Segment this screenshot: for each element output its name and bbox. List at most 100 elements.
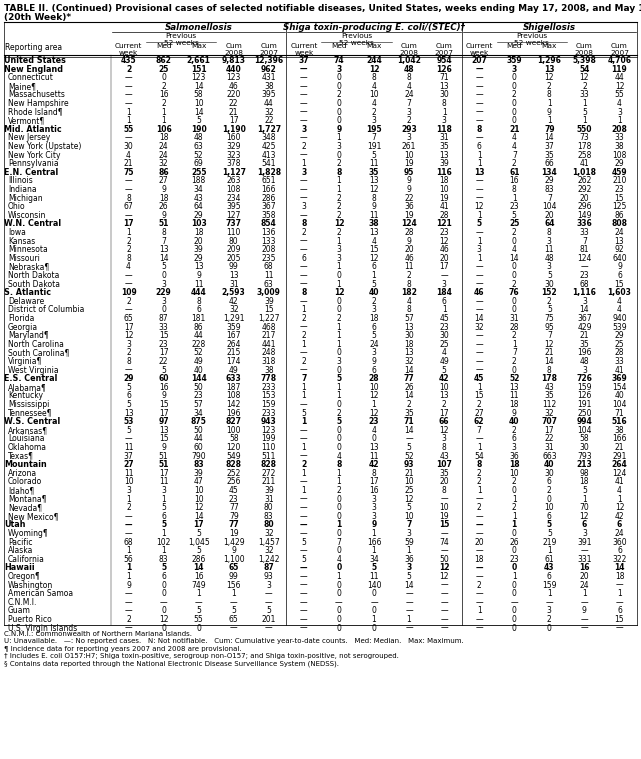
- Text: —: —: [440, 606, 448, 616]
- Text: 61: 61: [544, 555, 554, 564]
- Text: 66: 66: [439, 417, 449, 427]
- Text: 13: 13: [439, 82, 449, 91]
- Text: U.S. Virgin Islands: U.S. Virgin Islands: [8, 624, 78, 632]
- Text: 0: 0: [161, 624, 166, 632]
- Text: —: —: [300, 323, 308, 332]
- Text: 293: 293: [401, 124, 417, 134]
- Text: —: —: [476, 228, 483, 237]
- Text: 264: 264: [612, 460, 628, 469]
- Text: 51: 51: [159, 452, 169, 461]
- Text: 100: 100: [226, 426, 241, 435]
- Text: 40: 40: [369, 288, 379, 298]
- Text: 0: 0: [337, 624, 342, 632]
- Text: 1: 1: [337, 340, 341, 349]
- Text: 54: 54: [474, 452, 484, 461]
- Text: 17: 17: [439, 263, 449, 272]
- Text: 208: 208: [612, 124, 628, 134]
- Text: 12: 12: [615, 82, 624, 91]
- Text: 229: 229: [156, 288, 172, 298]
- Text: 99: 99: [229, 572, 238, 581]
- Text: 159: 159: [262, 400, 276, 409]
- Text: —: —: [440, 624, 448, 632]
- Text: 97: 97: [158, 417, 169, 427]
- Text: 36: 36: [510, 452, 519, 461]
- Text: 2: 2: [301, 314, 306, 323]
- Text: 707: 707: [542, 417, 557, 427]
- Text: 244: 244: [366, 56, 382, 65]
- Text: 329: 329: [226, 142, 241, 151]
- Text: —: —: [300, 348, 308, 357]
- Text: 37: 37: [299, 56, 309, 65]
- Text: 103: 103: [191, 219, 206, 228]
- Text: Max: Max: [542, 43, 557, 49]
- Text: 33: 33: [579, 90, 589, 99]
- Text: 39: 39: [194, 245, 204, 254]
- Text: —: —: [405, 598, 413, 606]
- Text: 40: 40: [509, 417, 519, 427]
- Text: West Virginia: West Virginia: [8, 366, 58, 375]
- Text: 23: 23: [229, 495, 238, 504]
- Text: 0: 0: [337, 82, 342, 91]
- Text: 11: 11: [124, 443, 133, 452]
- Text: 263: 263: [226, 176, 241, 185]
- Text: 248: 248: [262, 348, 276, 357]
- Text: 74: 74: [439, 537, 449, 546]
- Text: 1: 1: [477, 159, 481, 168]
- Text: —: —: [300, 563, 308, 572]
- Text: 30: 30: [439, 331, 449, 340]
- Text: 11: 11: [194, 279, 203, 288]
- Text: 12: 12: [369, 254, 379, 263]
- Text: 6: 6: [617, 271, 622, 280]
- Text: 12: 12: [439, 563, 449, 572]
- Text: —: —: [440, 581, 448, 590]
- Text: —: —: [300, 271, 308, 280]
- Text: 6: 6: [372, 366, 376, 375]
- Text: 5: 5: [582, 486, 587, 495]
- Text: 14: 14: [404, 581, 414, 590]
- Text: 2: 2: [547, 82, 552, 91]
- Text: 79: 79: [229, 512, 238, 521]
- Text: 104: 104: [612, 400, 627, 409]
- Text: 2: 2: [337, 408, 341, 417]
- Text: 0: 0: [337, 581, 342, 590]
- Text: —: —: [440, 495, 448, 504]
- Text: 4: 4: [406, 82, 412, 91]
- Text: 149: 149: [577, 211, 592, 220]
- Text: —: —: [300, 521, 308, 529]
- Text: 52: 52: [404, 452, 414, 461]
- Text: 272: 272: [262, 469, 276, 478]
- Text: —: —: [125, 82, 132, 91]
- Text: 12: 12: [579, 512, 589, 521]
- Text: 48: 48: [579, 357, 589, 366]
- Text: 5: 5: [547, 529, 552, 538]
- Text: 0: 0: [337, 503, 342, 512]
- Text: 9: 9: [371, 521, 377, 529]
- Text: 1: 1: [196, 589, 201, 598]
- Text: 19: 19: [404, 211, 414, 220]
- Text: 24: 24: [615, 529, 624, 538]
- Text: W.S. Central: W.S. Central: [4, 417, 60, 427]
- Text: 9: 9: [231, 546, 236, 555]
- Text: Connecticut: Connecticut: [8, 73, 54, 82]
- Text: 5: 5: [337, 374, 342, 383]
- Text: 1: 1: [547, 99, 552, 108]
- Text: 13: 13: [404, 323, 414, 332]
- Text: 29: 29: [194, 254, 203, 263]
- Text: 1: 1: [477, 254, 481, 263]
- Text: —: —: [125, 366, 132, 375]
- Text: 18: 18: [369, 314, 379, 323]
- Text: 633: 633: [226, 374, 242, 383]
- Text: 441: 441: [262, 340, 276, 349]
- Text: —: —: [125, 271, 132, 280]
- Text: 228: 228: [192, 340, 206, 349]
- Text: 3: 3: [337, 245, 342, 254]
- Text: 11: 11: [159, 477, 169, 487]
- Text: 18: 18: [159, 194, 169, 203]
- Text: —: —: [476, 331, 483, 340]
- Text: Cum
2007: Cum 2007: [610, 43, 629, 56]
- Text: 827: 827: [226, 417, 242, 427]
- Text: 49: 49: [194, 357, 204, 366]
- Text: 142: 142: [226, 400, 241, 409]
- Text: 29: 29: [615, 159, 624, 168]
- Text: 0: 0: [337, 297, 342, 306]
